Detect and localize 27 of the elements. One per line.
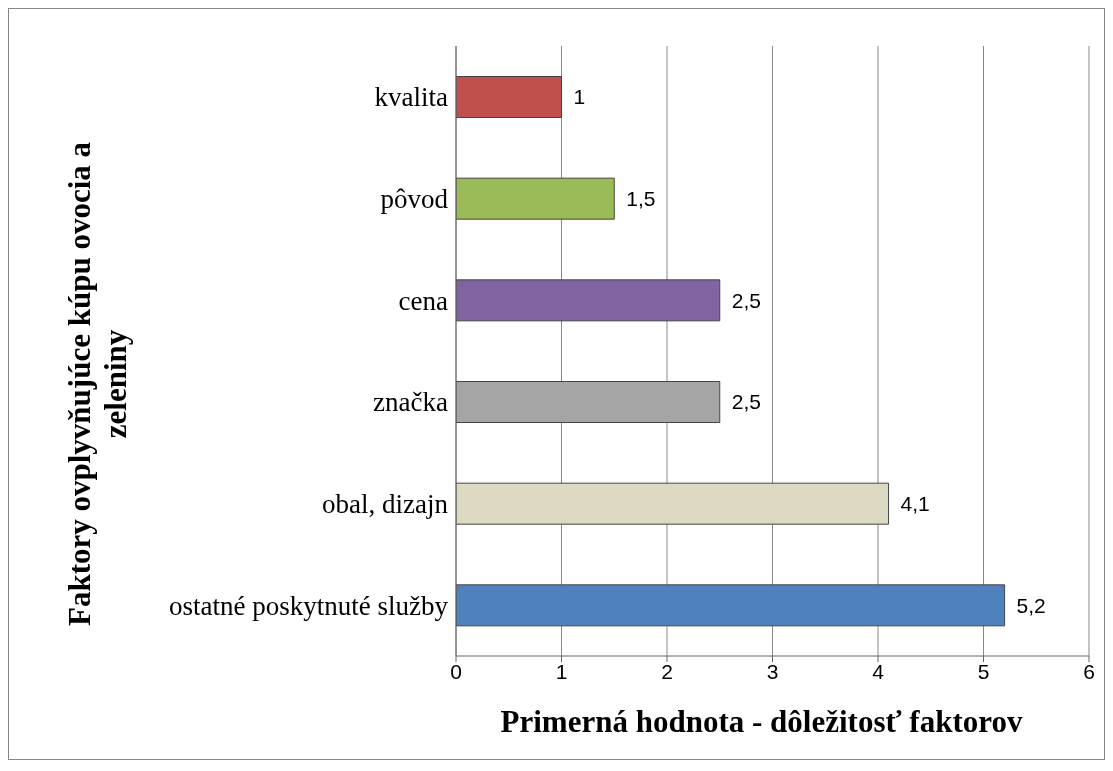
bar bbox=[456, 482, 890, 525]
bar bbox=[456, 381, 721, 423]
x-tick-label: 3 bbox=[766, 659, 779, 683]
data-label: 2,5 bbox=[731, 288, 761, 312]
bar bbox=[456, 76, 562, 118]
y-tick-label: ostatné poskytnuté služby bbox=[169, 590, 449, 621]
data-label: 1,5 bbox=[626, 187, 656, 211]
y-axis-title: Faktory ovplyvňujúce kúpu ovocia a zeleniny bbox=[62, 141, 133, 627]
bar bbox=[456, 177, 615, 220]
x-tick-label: 6 bbox=[1083, 659, 1095, 683]
x-tick-label: 0 bbox=[450, 659, 462, 683]
y-tick-label: kvalita bbox=[374, 82, 448, 113]
y-tick-label: pôvod bbox=[380, 184, 449, 215]
data-label: 4,1 bbox=[900, 492, 930, 516]
y-tick-label: značka bbox=[373, 387, 449, 418]
data-label: 5,2 bbox=[1016, 593, 1046, 617]
x-tick-label: 5 bbox=[977, 659, 990, 683]
bar bbox=[456, 584, 1006, 627]
x-axis-title: Primerná hodnota - dôležitosť faktorov bbox=[499, 704, 1024, 740]
x-tick-label: 4 bbox=[872, 659, 885, 683]
bar bbox=[456, 279, 721, 322]
data-label: 1 bbox=[573, 85, 586, 109]
x-tick-label: 1 bbox=[555, 659, 568, 683]
data-label: 2,5 bbox=[731, 390, 761, 414]
y-tick-label: cena bbox=[398, 285, 449, 316]
y-tick-label: obal, dizajn bbox=[322, 489, 449, 520]
x-tick-label: 2 bbox=[661, 659, 673, 683]
